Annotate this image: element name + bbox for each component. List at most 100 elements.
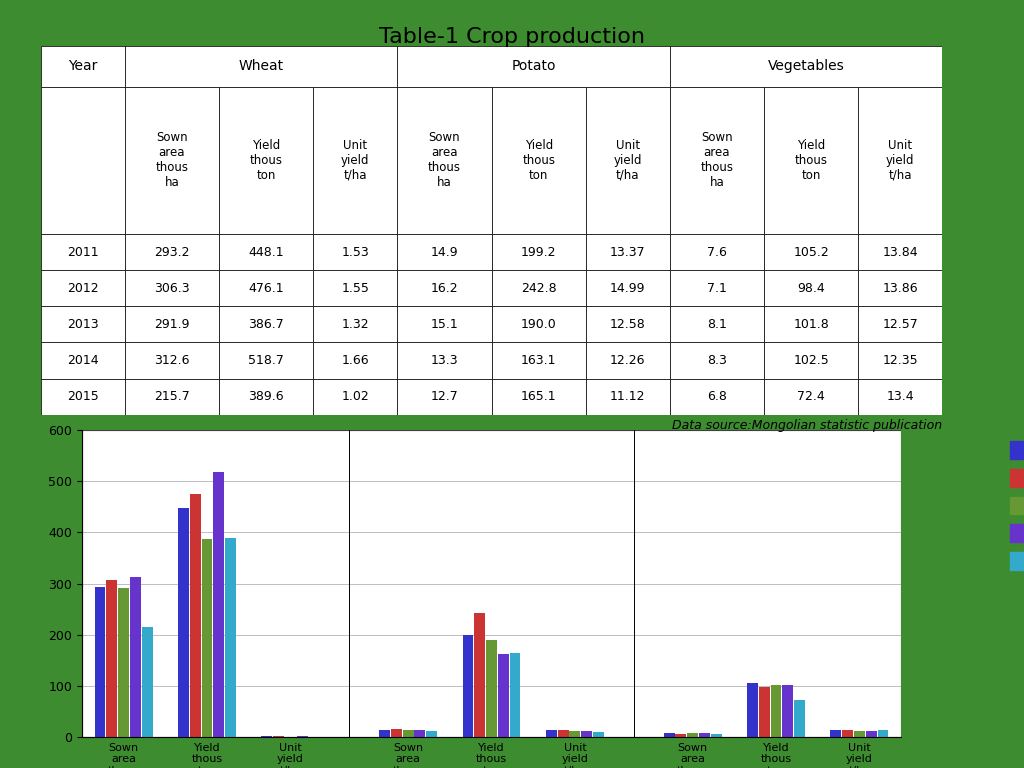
Text: 16.2: 16.2 [430,282,458,295]
Bar [664,733,675,737]
Bar [82,430,901,737]
Bar [130,578,141,737]
Bar [125,306,219,343]
Bar [782,685,794,737]
Text: Unit
yield
t/ha: Unit yield t/ha [613,139,642,182]
Bar [830,730,842,737]
Bar [219,306,313,343]
Text: Yield
thous
ton: Yield thous ton [250,139,283,182]
Text: 13.3: 13.3 [430,354,458,367]
Bar [670,234,764,270]
Text: Wheat: Wheat [239,59,284,74]
Bar [759,687,770,737]
Text: Vegetables: Vegetables [768,59,844,74]
Bar [313,306,397,343]
Bar [225,538,236,737]
Text: 518.7: 518.7 [248,354,285,367]
Bar [582,731,592,737]
Text: 12.7: 12.7 [430,390,459,403]
Bar [586,306,670,343]
Bar [106,581,118,737]
Text: 1.66: 1.66 [341,354,369,367]
Bar [670,46,942,87]
Text: 13.86: 13.86 [883,282,918,295]
Text: Data source:Mongolian statistic publication: Data source:Mongolian statistic publicat… [672,419,942,432]
Text: 13.4: 13.4 [887,390,914,403]
Text: 389.6: 389.6 [249,390,284,403]
Text: 476.1: 476.1 [249,282,284,295]
Bar [474,613,485,737]
Bar [492,270,586,306]
Text: 291.9: 291.9 [155,318,189,331]
Bar [125,234,219,270]
Text: 1.32: 1.32 [341,318,369,331]
Bar [415,730,425,737]
Bar [189,494,201,737]
Text: Yield
thous
ton: Yield thous ton [795,139,827,182]
Bar [213,472,224,737]
Bar [379,730,390,737]
Bar [118,588,129,737]
Bar [670,343,764,379]
Text: 13.84: 13.84 [883,246,918,259]
Bar [586,270,670,306]
Text: 6.8: 6.8 [707,390,727,403]
Bar [41,306,125,343]
Text: 14.9: 14.9 [430,246,458,259]
Bar [586,343,670,379]
Text: 190.0: 190.0 [521,318,557,331]
Bar [41,46,125,87]
Bar [219,379,313,415]
Bar [397,343,492,379]
Bar [699,733,710,737]
Bar [313,343,397,379]
Bar [858,343,942,379]
Bar [125,270,219,306]
Bar [764,306,858,343]
Text: 312.6: 312.6 [155,354,189,367]
Bar [397,234,492,270]
Bar [492,306,586,343]
Bar [711,733,722,737]
Bar [426,731,437,737]
Bar [125,46,397,87]
Bar [795,700,805,737]
Bar [586,234,670,270]
Bar [676,733,686,737]
Bar [397,306,492,343]
Text: Potato: Potato [511,59,556,74]
Bar [397,379,492,415]
Bar [141,627,153,737]
Text: 448.1: 448.1 [249,246,284,259]
Bar [313,87,397,234]
Bar [492,379,586,415]
Bar [463,635,473,737]
Bar [313,270,397,306]
Bar [670,306,764,343]
Bar [687,733,698,737]
Bar [771,685,781,737]
Text: 165.1: 165.1 [521,390,556,403]
Text: 2012: 2012 [67,282,98,295]
Bar [593,732,604,737]
Text: 72.4: 72.4 [798,390,825,403]
Bar [41,270,125,306]
Bar [858,270,942,306]
Text: 105.2: 105.2 [794,246,829,259]
Bar [842,730,853,737]
Text: 12.58: 12.58 [610,318,645,331]
Bar [41,343,125,379]
Bar [313,379,397,415]
Bar [313,234,397,270]
Text: 14.99: 14.99 [610,282,645,295]
Bar [569,731,581,737]
Bar [670,87,764,234]
Text: 293.2: 293.2 [155,246,189,259]
Bar [764,343,858,379]
Bar [219,234,313,270]
Text: Yield
thous
ton: Yield thous ton [522,139,555,182]
Bar [878,730,889,737]
Bar [397,270,492,306]
Text: Sown
area
thous
ha: Sown area thous ha [156,131,188,190]
Bar [486,640,497,737]
